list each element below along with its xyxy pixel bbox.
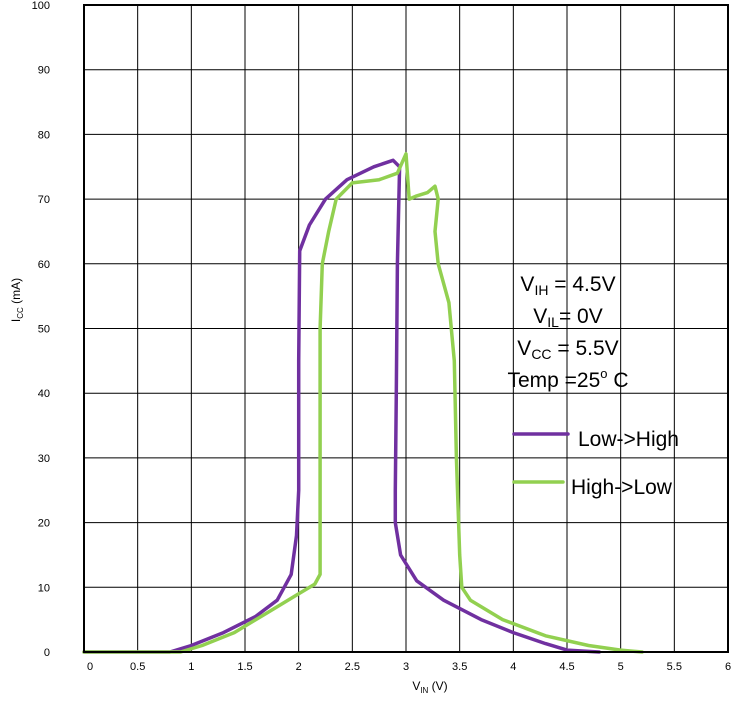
series-layer	[82, 152, 644, 654]
annotation-vil: VIL= 0V	[533, 305, 603, 330]
y-tick-labels: 0 10 20 30 40 50 60 70 80 90 100	[32, 0, 50, 659]
x-tick-label-3: 1.5	[237, 661, 252, 673]
x-tick-label-11: 5.5	[667, 661, 682, 673]
series-line-low-high	[82, 158, 601, 654]
x-tick-label-9: 4.5	[559, 661, 574, 673]
x-tick-label-10: 5	[618, 661, 624, 673]
y-tick-label-8: 80	[38, 129, 50, 141]
annotation-block: VIH = 4.5V VIL= 0V VCC = 5.5V Temp =25o …	[507, 273, 628, 392]
x-tick-label-1: 0.5	[130, 661, 145, 673]
y-tick-label-6: 60	[38, 259, 50, 271]
legend-label-high-low: High->Low	[571, 476, 673, 499]
annotation-vih: VIH = 4.5V	[520, 273, 615, 298]
y-tick-label-4: 40	[38, 388, 50, 400]
y-tick-label-1: 10	[38, 582, 50, 594]
x-tick-label-6: 3	[403, 661, 409, 673]
y-tick-label-9: 90	[38, 65, 50, 77]
y-tick-label-10: 100	[32, 0, 50, 12]
legend-label-low-high: Low->High	[578, 428, 679, 451]
x-tick-label-4: 2	[296, 661, 302, 673]
x-tick-labels: 0 0.5 1 1.5 2 2.5 3 3.5 4 4.5 5 5.5 6	[87, 661, 731, 673]
x-tick-label-7: 3.5	[452, 661, 467, 673]
plot-border	[83, 4, 729, 653]
x-tick-label-0: 0	[87, 661, 93, 673]
y-tick-label-2: 20	[38, 518, 50, 530]
y-tick-label-3: 30	[38, 453, 50, 465]
annotation-temp: Temp =25o C	[507, 366, 628, 392]
x-tick-label-2: 1	[188, 661, 194, 673]
x-axis-title: VIN (V)	[412, 679, 447, 695]
x-tick-label-8: 4	[510, 661, 516, 673]
x-tick-label-5: 2.5	[345, 661, 360, 673]
grid-lines	[83, 4, 729, 653]
annotation-vcc: VCC = 5.5V	[517, 337, 618, 362]
legend: Low->High High->Low	[512, 428, 679, 499]
y-axis-title: ICC (mA)	[9, 278, 25, 322]
y-tick-label-0: 0	[44, 647, 50, 659]
y-tick-label-7: 70	[38, 194, 50, 206]
y-tick-label-5: 50	[38, 324, 50, 336]
x-tick-label-12: 6	[725, 661, 731, 673]
series-line-high-low	[82, 152, 644, 654]
